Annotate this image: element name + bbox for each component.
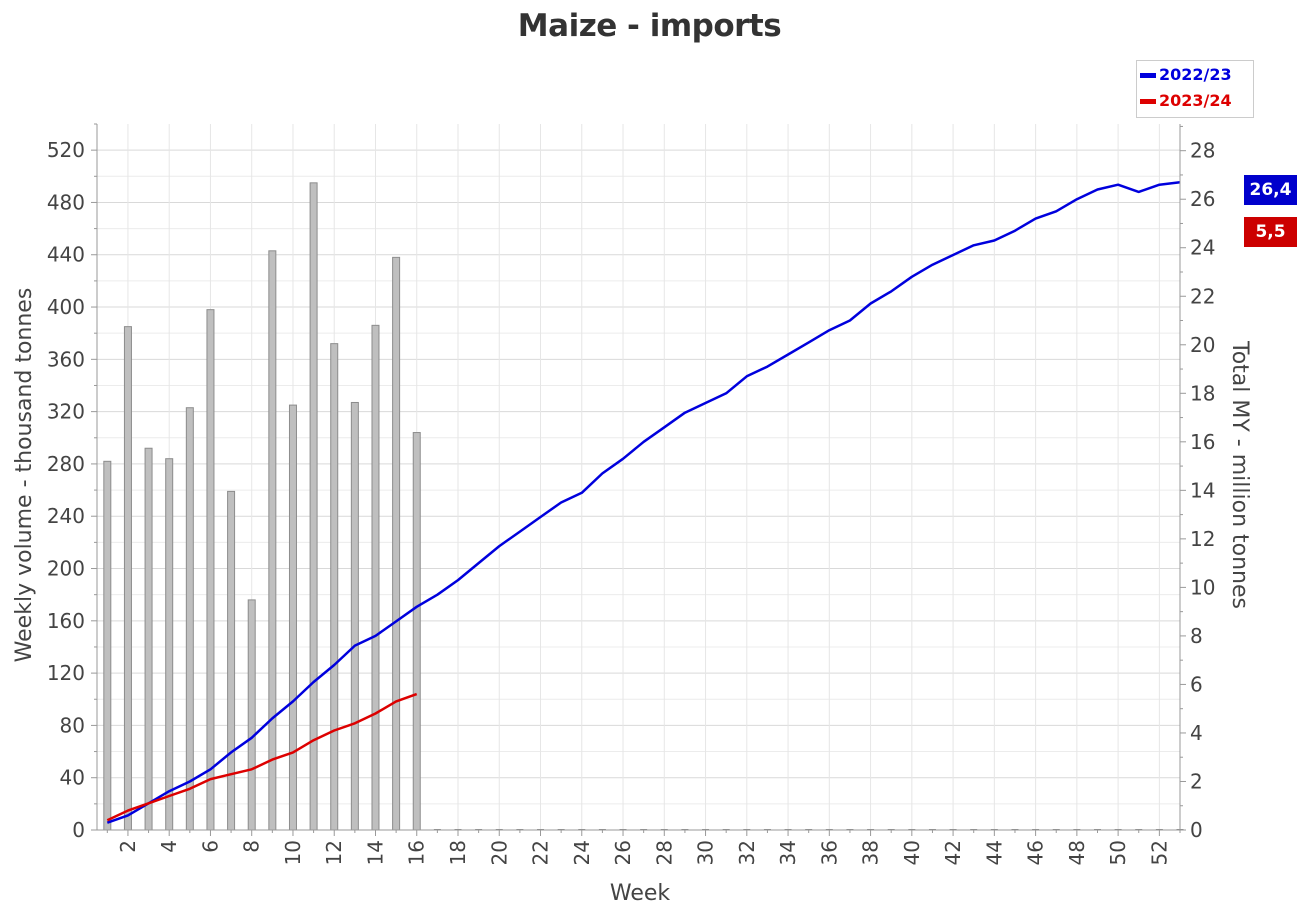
bar (350, 401, 359, 831)
y-right-tick-label: 18 (1190, 381, 1215, 405)
x-tick-label: 40 (900, 840, 924, 865)
x-tick-label: 8 (240, 840, 264, 853)
y-left-tick-label: 520 (47, 138, 85, 162)
legend-label-2022-23: 2022/23 (1159, 65, 1232, 84)
y-left-tick-label: 240 (47, 504, 85, 528)
bar (103, 460, 112, 831)
x-tick-label: 22 (529, 840, 553, 865)
x-axis-title: Week (610, 881, 671, 906)
bar (371, 324, 380, 831)
x-tick-label: 34 (776, 840, 800, 865)
x-tick-label: 28 (652, 840, 676, 865)
y-left-tick-label: 440 (47, 243, 85, 267)
y-right-tick-label: 12 (1190, 527, 1215, 551)
series-line (106, 180, 1181, 824)
y-right-tick-label: 20 (1190, 333, 1215, 357)
bar (144, 447, 153, 831)
y-left-tick-label: 360 (47, 347, 85, 371)
final-value-badge-2023-24: 5,5 (1244, 217, 1297, 247)
x-tick-label: 14 (363, 840, 387, 865)
y-axis-left-title: Weekly volume - thousand tonnes (12, 288, 37, 663)
y-left-tick-label: 480 (47, 190, 85, 214)
y-right-tick-label: 6 (1190, 672, 1203, 696)
y-right-tick-label: 26 (1190, 187, 1215, 211)
y-axis-right-title: Total MY - million tonnes (1227, 340, 1252, 609)
bar (309, 182, 318, 831)
y-right-tick-label: 4 (1190, 721, 1203, 745)
bar (412, 432, 421, 831)
x-tick-label: 24 (570, 840, 594, 865)
x-tick-label: 44 (982, 840, 1006, 865)
bar (330, 343, 339, 831)
legend-swatch-2023-24 (1140, 99, 1156, 104)
x-tick-label: 20 (487, 840, 511, 865)
cumulative-lines (106, 180, 1181, 824)
series-line (106, 692, 418, 822)
bar (227, 490, 236, 831)
x-tick-label: 52 (1147, 840, 1171, 865)
y-left-tick-label: 40 (60, 766, 85, 790)
chart-title: Maize - imports (517, 8, 782, 44)
y-right-tick-label: 24 (1190, 236, 1215, 260)
bar (268, 250, 277, 831)
x-tick-label: 12 (322, 840, 346, 865)
bar (123, 326, 132, 831)
chart-legend[interactable]: 2022/23 2023/24 (1136, 60, 1254, 118)
x-tick-label: 42 (941, 840, 965, 865)
y-left-tick-label: 80 (60, 713, 85, 737)
legend-swatch-2022-23 (1140, 73, 1156, 78)
x-tick-label: 4 (157, 840, 181, 853)
y-left-tick-label: 280 (47, 452, 85, 476)
y-right-tick-label: 2 (1190, 769, 1203, 793)
weekly-bars (103, 182, 1184, 831)
x-tick-label: 50 (1106, 840, 1130, 865)
x-tick-label: 38 (859, 840, 883, 865)
axes: 0408012016020024028032036040044048052002… (47, 123, 1215, 865)
x-tick-label: 16 (405, 840, 429, 865)
x-tick-label: 6 (198, 840, 222, 853)
final-value-badge-2022-23: 26,4 (1244, 175, 1297, 205)
bar (392, 256, 401, 831)
x-tick-label: 10 (281, 840, 305, 865)
y-left-tick-label: 120 (47, 661, 85, 685)
x-tick-label: 36 (817, 840, 841, 865)
legend-item-2022-23[interactable]: 2022/23 (1140, 65, 1232, 85)
x-tick-label: 30 (694, 840, 718, 865)
y-right-tick-label: 16 (1190, 430, 1215, 454)
x-tick-label: 2 (116, 840, 140, 853)
bar (247, 599, 256, 831)
y-right-tick-label: 0 (1190, 818, 1203, 842)
grid-lines (97, 124, 1180, 830)
y-left-tick-label: 320 (47, 400, 85, 424)
x-tick-label: 48 (1065, 840, 1089, 865)
x-tick-label: 26 (611, 840, 635, 865)
bar (185, 407, 194, 831)
x-tick-label: 18 (446, 840, 470, 865)
y-left-tick-label: 0 (72, 818, 85, 842)
x-tick-label: 46 (1024, 840, 1048, 865)
legend-label-2023-24: 2023/24 (1159, 91, 1232, 110)
y-right-tick-label: 8 (1190, 624, 1203, 648)
y-left-tick-label: 400 (47, 295, 85, 319)
y-right-tick-label: 28 (1190, 139, 1215, 163)
y-right-tick-label: 14 (1190, 478, 1215, 502)
bar (206, 309, 215, 831)
y-right-tick-label: 22 (1190, 284, 1215, 308)
bar (165, 458, 174, 831)
legend-item-2023-24[interactable]: 2023/24 (1140, 91, 1232, 111)
y-left-tick-label: 160 (47, 609, 85, 633)
y-right-tick-label: 10 (1190, 575, 1215, 599)
y-left-tick-label: 200 (47, 557, 85, 581)
bar (288, 404, 297, 831)
x-tick-label: 32 (735, 840, 759, 865)
